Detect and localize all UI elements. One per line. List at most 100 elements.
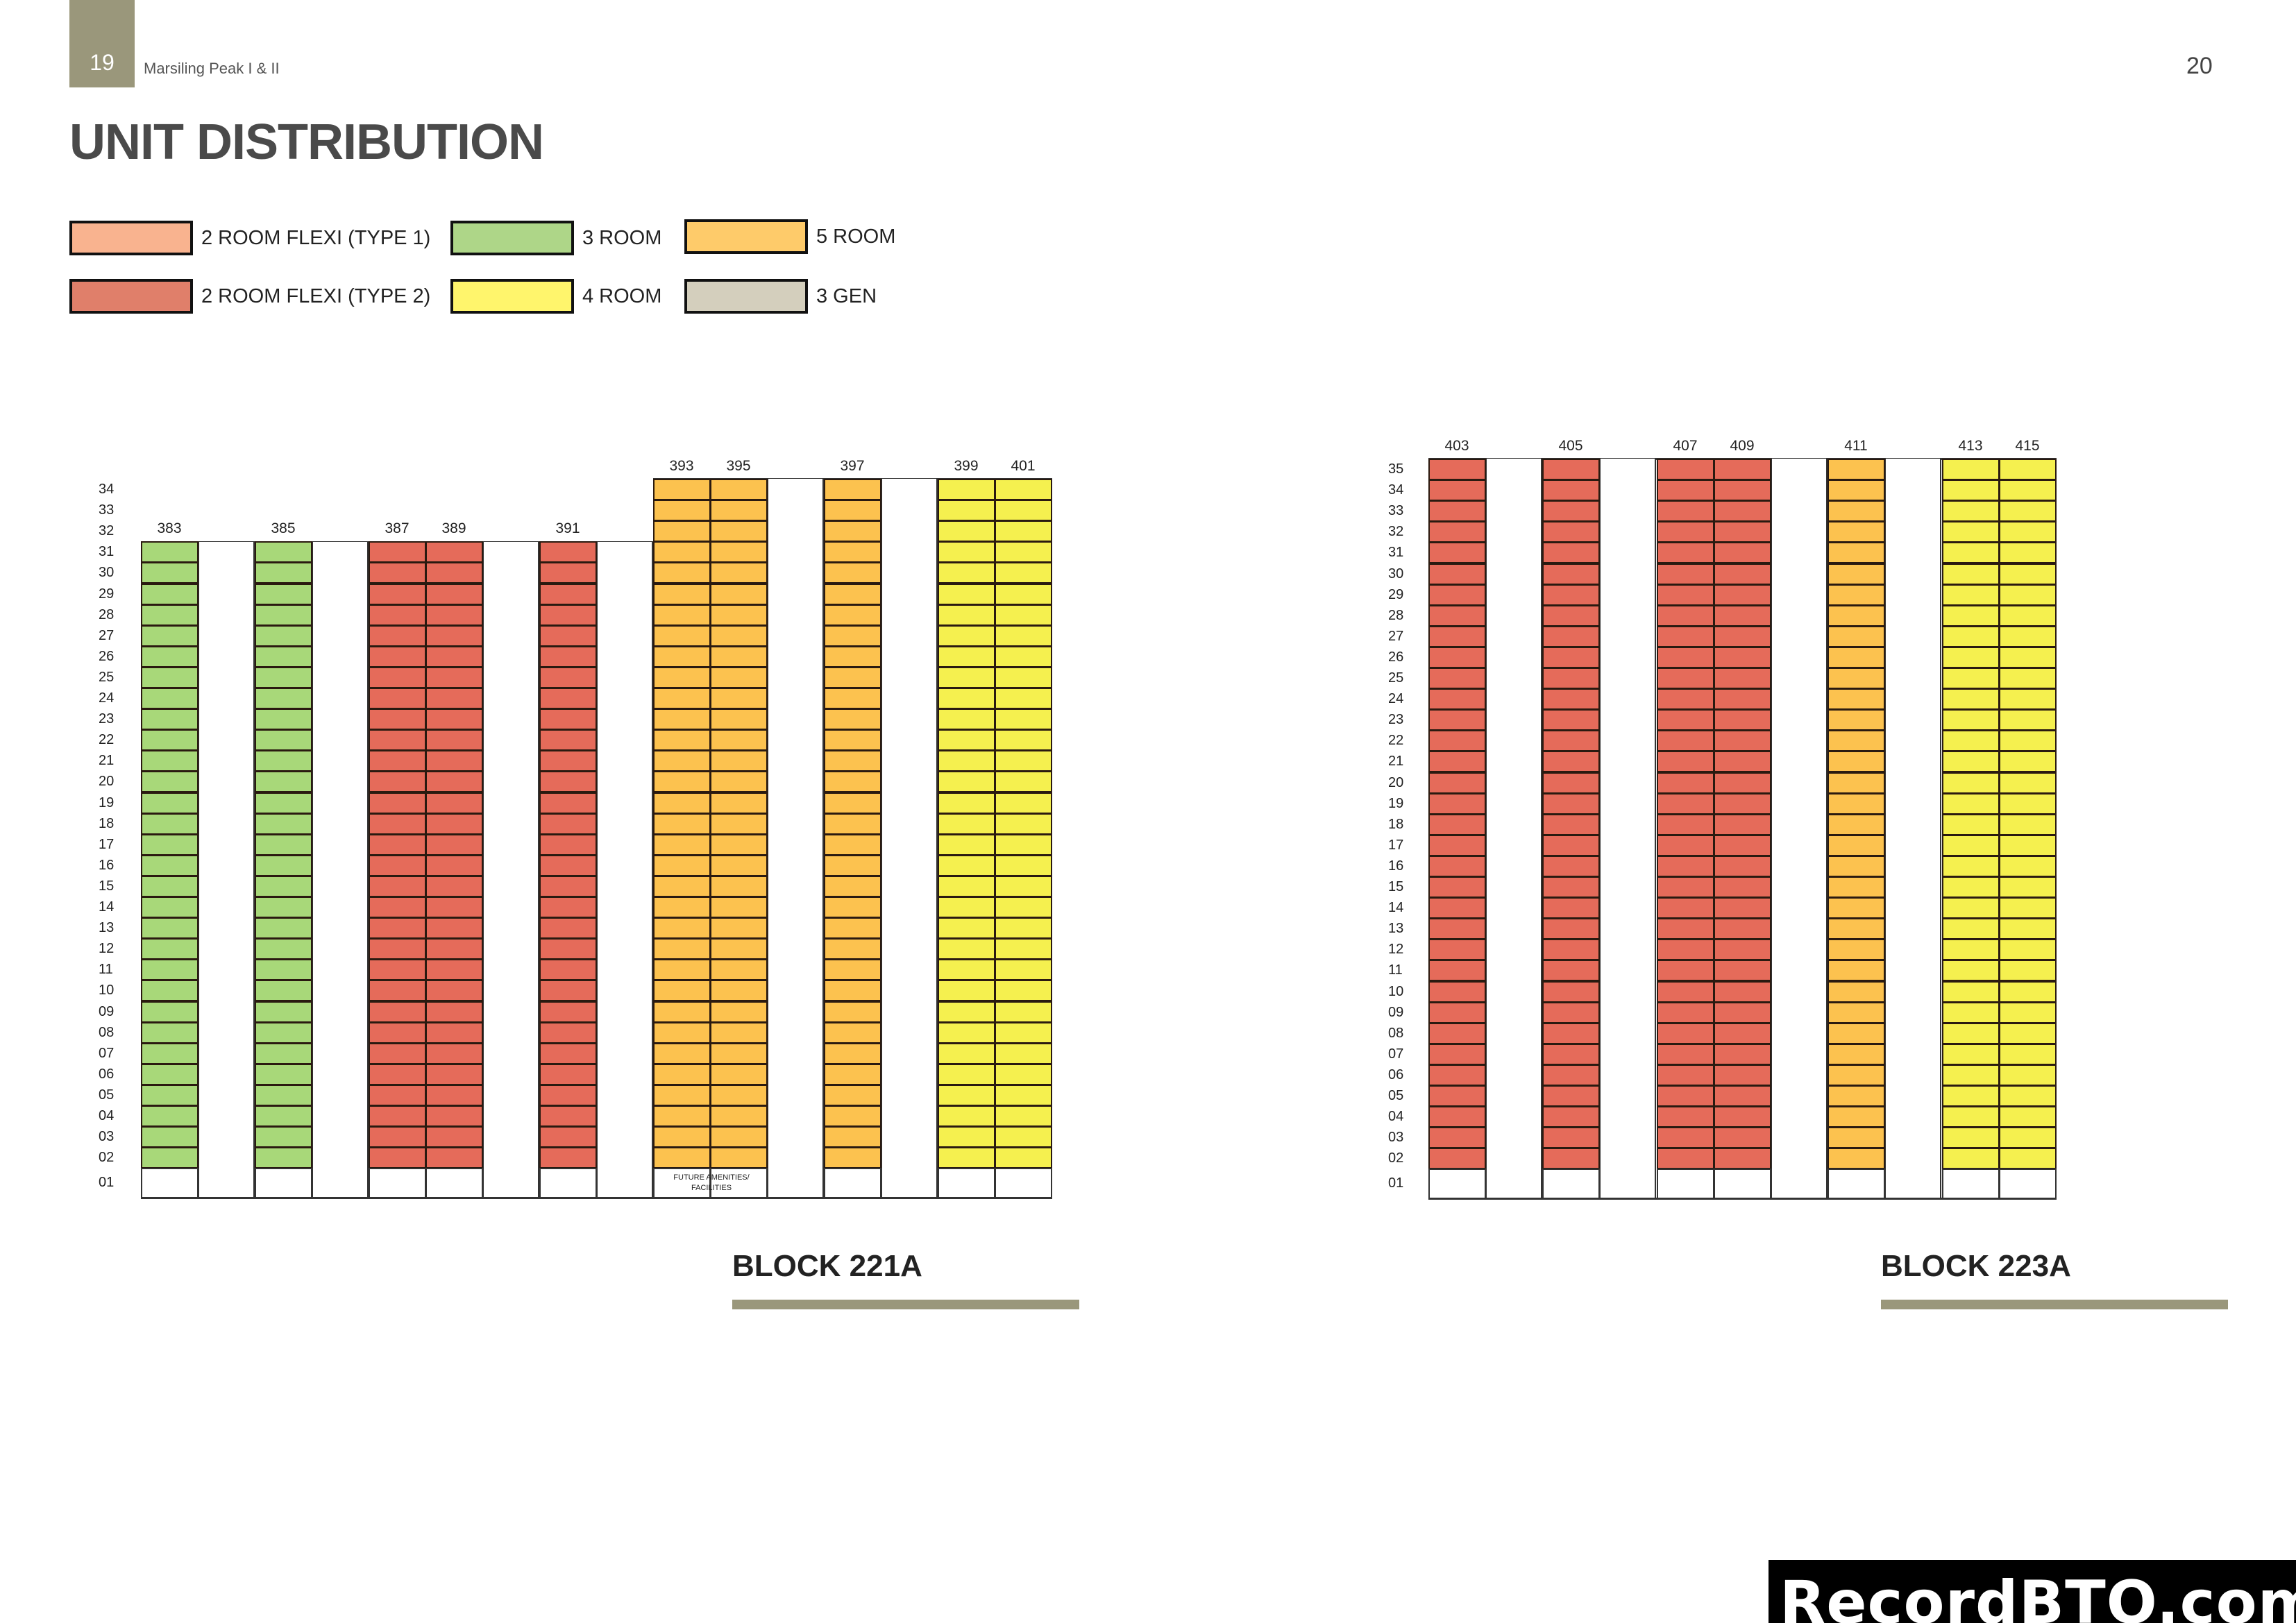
legend-label: 5 ROOM	[816, 225, 896, 248]
unit-cell	[1942, 813, 2000, 835]
unit-cell	[1827, 897, 1885, 919]
unit-cell	[653, 959, 711, 981]
unit-cell	[425, 666, 483, 688]
floor-label: 10	[1388, 983, 1404, 999]
unit-cell	[1999, 563, 2057, 585]
unit-cell	[1714, 1001, 1771, 1023]
unit-cell	[938, 750, 995, 772]
unit-cell	[1827, 542, 1885, 564]
unit-cell	[938, 645, 995, 668]
unit-cell	[938, 833, 995, 856]
unit-cell	[1942, 855, 2000, 877]
unit-cell	[1999, 1001, 2057, 1023]
unit-cell	[255, 562, 312, 584]
unit-cell	[824, 604, 881, 626]
unit-cell	[369, 541, 426, 563]
unit-cell	[824, 1001, 881, 1023]
unit-cell	[710, 917, 768, 940]
page-title: UNIT DISTRIBUTION	[69, 114, 544, 170]
unit-cell	[255, 980, 312, 1002]
unit-cell	[1827, 646, 1885, 668]
unit-cell	[1942, 521, 2000, 543]
unit-cell	[255, 541, 312, 563]
unit-cell	[1657, 625, 1714, 647]
unit-cell	[995, 479, 1052, 501]
void-column	[198, 542, 255, 1199]
unit-cell	[710, 875, 768, 897]
unit-cell	[710, 666, 768, 688]
floor-label: 17	[1388, 837, 1404, 853]
floor-label: 15	[1388, 879, 1404, 894]
unit-cell	[653, 1126, 711, 1148]
unit-cell	[824, 959, 881, 981]
unit-cell	[1827, 1064, 1885, 1086]
unit-cell	[1542, 668, 1600, 690]
unit-cell	[1999, 542, 2057, 564]
unit-cell	[938, 1147, 995, 1169]
unit-cell	[369, 917, 426, 940]
void-column	[1485, 459, 1542, 1200]
unit-cell	[1428, 500, 1486, 522]
document-title: Marsiling Peak I & II	[144, 60, 280, 77]
unit-cell	[141, 792, 199, 814]
unit-number-label: 393	[669, 458, 694, 474]
unit-cell	[141, 833, 199, 856]
unit-cell	[1942, 625, 2000, 647]
unit-cell	[653, 1105, 711, 1128]
unit-cell	[369, 750, 426, 772]
ground-floor-cell	[1714, 1169, 1771, 1200]
unit-cell	[1657, 792, 1714, 815]
unit-cell	[141, 583, 199, 605]
unit-cell	[1714, 604, 1771, 627]
floor-label: 32	[99, 523, 115, 539]
unit-cell	[141, 771, 199, 793]
unit-cell	[425, 729, 483, 751]
unit-cell	[824, 750, 881, 772]
unit-cell	[1999, 1148, 2057, 1170]
unit-cell	[653, 875, 711, 897]
unit-cell	[1542, 751, 1600, 773]
unit-cell	[425, 917, 483, 940]
unit-cell	[1542, 980, 1600, 1003]
unit-number-label: 397	[840, 458, 865, 474]
unit-cell	[255, 729, 312, 751]
unit-cell	[710, 771, 768, 793]
unit-cell	[1542, 897, 1600, 919]
floor-label: 11	[1388, 962, 1403, 978]
ground-floor-cell	[938, 1168, 995, 1199]
unit-cell	[995, 1042, 1052, 1064]
unit-cell	[710, 1063, 768, 1085]
unit-number-label: 403	[1444, 438, 1469, 454]
unit-cell	[1657, 1127, 1714, 1149]
unit-cell	[539, 1001, 597, 1023]
unit-cell	[425, 1042, 483, 1064]
unit-cell	[141, 562, 199, 584]
unit-cell	[1942, 1022, 2000, 1044]
floor-label: 08	[1388, 1025, 1404, 1041]
unit-cell	[369, 1021, 426, 1044]
unit-cell	[369, 1084, 426, 1106]
unit-cell	[1657, 542, 1714, 564]
floor-label: 27	[1388, 628, 1404, 644]
unit-cell	[710, 750, 768, 772]
unit-cell	[938, 980, 995, 1002]
floor-label: 04	[99, 1108, 115, 1123]
unit-cell	[1714, 625, 1771, 647]
unit-cell	[539, 645, 597, 668]
ground-floor-cell	[255, 1168, 312, 1199]
unit-cell	[1714, 939, 1771, 961]
unit-cell	[938, 792, 995, 814]
floor-label: 32	[1388, 524, 1404, 540]
unit-cell	[1714, 646, 1771, 668]
unit-cell	[1942, 1106, 2000, 1128]
unit-cell	[1657, 918, 1714, 940]
unit-cell	[1827, 1085, 1885, 1107]
unit-cell	[824, 1126, 881, 1148]
unit-cell	[995, 875, 1052, 897]
floor-label: 18	[99, 815, 115, 831]
floor-label: 34	[99, 482, 115, 497]
unit-cell	[1999, 584, 2057, 606]
unit-cell	[141, 1126, 199, 1148]
unit-cell	[653, 708, 711, 731]
unit-cell	[1428, 1085, 1486, 1107]
